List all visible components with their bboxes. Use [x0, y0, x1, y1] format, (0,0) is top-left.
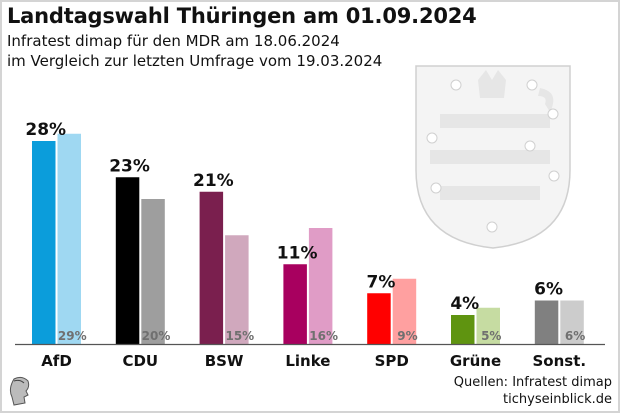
classical-head-logo-icon: [9, 376, 30, 406]
bar-current-0: [32, 141, 56, 344]
bar-previous-6: [560, 300, 584, 344]
value-label-current: 7%: [367, 272, 396, 292]
value-label-current: 23%: [109, 156, 150, 176]
category-label: AfD: [41, 352, 72, 370]
bar-previous-0: [57, 133, 81, 344]
value-label-previous: 15%: [225, 329, 254, 343]
value-label-previous: 20%: [142, 329, 171, 343]
bar-current-2: [199, 191, 224, 344]
bar-previous-5: [476, 307, 500, 344]
bar-previous-1: [141, 199, 165, 344]
value-label-current: 11%: [277, 243, 318, 263]
category-label: Linke: [285, 352, 330, 370]
value-label-current: 4%: [450, 294, 479, 314]
bar-current-6: [534, 300, 559, 344]
value-label-previous: 29%: [58, 329, 87, 343]
value-label-previous: 6%: [565, 329, 585, 343]
website-label[interactable]: tichyseinblick.de: [503, 392, 612, 407]
bar-current-5: [451, 315, 475, 344]
bar-previous-2: [225, 235, 249, 344]
category-label: CDU: [122, 352, 158, 370]
value-label-previous: 5%: [481, 329, 501, 343]
category-label: Grüne: [450, 352, 501, 370]
bar-current-4: [367, 293, 391, 344]
value-label-current: 21%: [193, 171, 234, 191]
value-label-previous: 16%: [309, 329, 338, 343]
chart-subtitle-line2: im Vergleich zur letzten Umfrage vom 19.…: [7, 52, 383, 70]
value-label-current: 28%: [25, 120, 66, 140]
bar-current-1: [115, 177, 140, 344]
value-label-previous: 9%: [397, 329, 417, 343]
category-label: BSW: [205, 352, 244, 370]
value-label-current: 6%: [534, 280, 563, 300]
category-label: SPD: [375, 352, 409, 370]
bar-previous-4: [392, 278, 417, 344]
category-label: Sonst.: [533, 352, 587, 370]
chart-subtitle-line1: Infratest dimap für den MDR am 18.06.202…: [7, 32, 340, 50]
bar-current-3: [283, 264, 307, 344]
bar-previous-3: [308, 228, 333, 344]
source-label: Quellen: Infratest dimap: [453, 375, 612, 390]
chart-title: Landtagswahl Thüringen am 01.09.2024: [7, 4, 477, 28]
